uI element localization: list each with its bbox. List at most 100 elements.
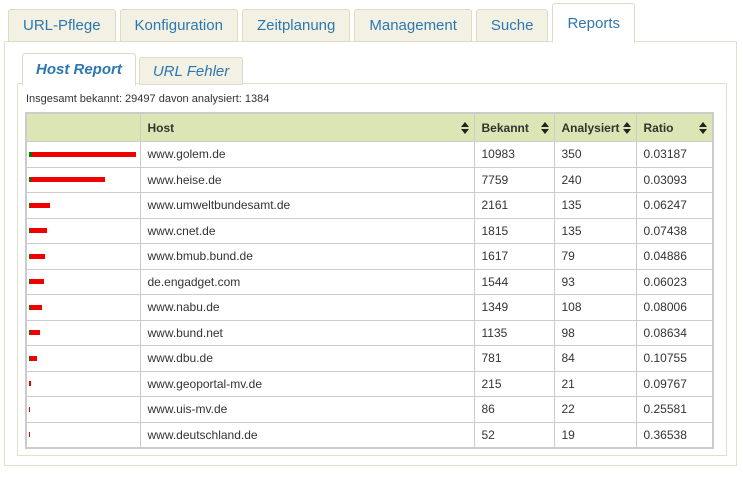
host-bar — [29, 202, 138, 208]
bar-known-segment — [30, 228, 47, 234]
host-cell: www.golem.de — [139, 141, 475, 168]
sort-icon[interactable] — [460, 121, 469, 134]
sort-up-arrow — [622, 121, 631, 127]
column-header-bar — [25, 112, 141, 142]
ratio-cell: 0.03093 — [635, 166, 714, 193]
analysiert-cell: 240 — [553, 166, 637, 193]
ratio-cell: 0.06023 — [635, 268, 714, 295]
main-tab-url-pflege[interactable]: URL-Pflege — [8, 9, 116, 42]
column-label: Analysiert — [561, 120, 620, 135]
bar-analyzed-segment — [29, 330, 30, 336]
sub-tab-host-report[interactable]: Host Report — [22, 53, 136, 86]
bekannt-cell: 7759 — [473, 166, 555, 193]
table-row: www.cnet.de 1815 135 0.07438 — [25, 217, 714, 244]
analysiert-cell: 79 — [553, 243, 637, 270]
host-bar — [29, 228, 138, 234]
bar-analyzed-segment — [29, 253, 30, 259]
main-tab-konfiguration[interactable]: Konfiguration — [119, 9, 238, 42]
host-bar — [29, 151, 138, 157]
bar-known-segment — [32, 151, 136, 157]
table-row: www.geoportal-mv.de 215 21 0.09767 — [25, 370, 714, 397]
bekannt-cell: 2161 — [473, 192, 555, 219]
host-bar — [29, 406, 138, 412]
table-row: www.golem.de 10983 350 0.03187 — [25, 141, 714, 168]
analysiert-cell: 350 — [553, 141, 637, 168]
sub-tab-url-fehler[interactable]: URL Fehler — [138, 57, 244, 85]
bar-known-segment — [29, 279, 45, 285]
host-cell: www.nabu.de — [139, 294, 475, 321]
column-header-host[interactable]: Host — [139, 112, 475, 142]
column-label: Host — [147, 120, 175, 135]
sort-icon[interactable] — [540, 121, 549, 134]
bekannt-cell: 1815 — [473, 217, 555, 244]
bar-known-segment — [31, 177, 105, 183]
bar-known-segment — [30, 202, 51, 208]
main-tab-reports[interactable]: Reports — [552, 3, 635, 43]
sort-icon[interactable] — [699, 121, 707, 134]
reports-panel: Host Report URL Fehler Insgesamt bekannt:… — [4, 41, 737, 466]
host-cell: www.bmub.bund.de — [139, 243, 475, 270]
analysiert-cell: 108 — [553, 294, 637, 321]
bar-analyzed-segment — [29, 355, 30, 361]
host-cell: www.heise.de — [139, 166, 475, 193]
sort-down-arrow — [540, 128, 549, 134]
host-bar — [29, 432, 138, 438]
bar-analyzed-segment — [29, 202, 31, 208]
bar-known-segment — [29, 355, 37, 361]
host-cell: www.bund.net — [139, 319, 475, 346]
ratio-cell: 0.36538 — [635, 421, 714, 449]
bar-cell — [25, 421, 141, 449]
summary-text: Insgesamt bekannt: 29497 davon analysier… — [26, 93, 270, 105]
sort-icon[interactable] — [622, 121, 631, 134]
sort-up-arrow — [460, 121, 469, 127]
host-bar — [29, 355, 138, 361]
bekannt-cell: 10983 — [473, 141, 555, 168]
table-row: de.engadget.com 1544 93 0.06023 — [25, 268, 714, 295]
bar-cell — [25, 141, 141, 168]
ratio-cell: 0.10755 — [635, 345, 714, 372]
bar-known-segment — [30, 304, 43, 310]
ratio-cell: 0.04886 — [635, 243, 714, 270]
bar-cell — [25, 345, 141, 372]
bar-cell — [25, 268, 141, 295]
bekannt-cell: 215 — [473, 370, 555, 397]
host-bar — [29, 177, 138, 183]
main-tab-management[interactable]: Management — [354, 9, 472, 42]
analysiert-cell: 22 — [553, 396, 637, 423]
host-cell: www.umweltbundesamt.de — [139, 192, 475, 219]
bar-analyzed-segment — [29, 177, 32, 183]
host-cell: www.uis-mv.de — [139, 396, 475, 423]
analysiert-cell: 19 — [553, 421, 637, 449]
ratio-cell: 0.08634 — [635, 319, 714, 346]
column-label: Ratio — [643, 120, 674, 135]
column-header-analysiert[interactable]: Analysiert — [553, 112, 637, 142]
host-cell: www.cnet.de — [139, 217, 475, 244]
bar-known-segment — [29, 406, 30, 412]
sort-up-arrow — [540, 121, 549, 127]
host-cell: www.deutschland.de — [139, 421, 475, 449]
host-bar — [29, 279, 138, 285]
bar-known-segment — [29, 253, 45, 259]
column-header-ratio[interactable]: Ratio — [635, 112, 714, 142]
main-tab-zeitplanung[interactable]: Zeitplanung — [241, 9, 351, 42]
bekannt-cell: 1349 — [473, 294, 555, 321]
bar-analyzed-segment — [29, 279, 30, 285]
sub-tab-bar: Host Report URL Fehler — [22, 52, 244, 86]
bekannt-cell: 52 — [473, 421, 555, 449]
main-tab-bar: URL-Pflege Konfiguration Zeitplanung Manage… — [8, 2, 635, 43]
table-row: www.bund.net 1135 98 0.08634 — [25, 319, 714, 346]
bar-cell — [25, 319, 141, 346]
table-row: www.deutschland.de 52 19 0.36538 — [25, 421, 714, 449]
bar-cell — [25, 166, 141, 193]
column-header-bekannt[interactable]: Bekannt — [473, 112, 555, 142]
table-header-row: Host Bekannt Analysiert Ratio — [25, 112, 714, 142]
bekannt-cell: 1544 — [473, 268, 555, 295]
analysiert-cell: 135 — [553, 217, 637, 244]
bekannt-cell: 1135 — [473, 319, 555, 346]
main-tab-suche[interactable]: Suche — [475, 9, 549, 42]
bar-cell — [25, 192, 141, 219]
sort-up-arrow — [699, 121, 707, 127]
bar-known-segment — [29, 381, 32, 387]
analysiert-cell: 135 — [553, 192, 637, 219]
